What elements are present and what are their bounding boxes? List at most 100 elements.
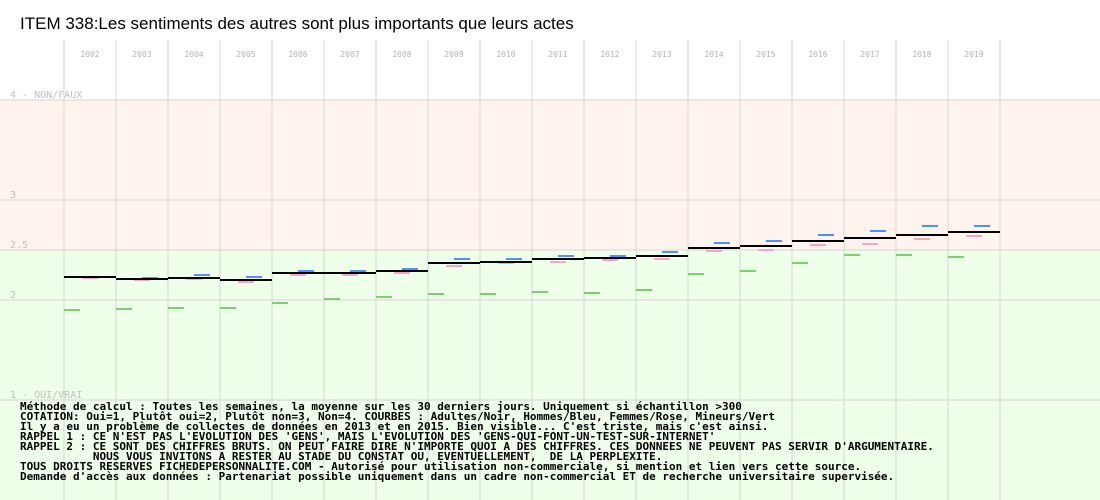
point-femmes-2005: [238, 281, 254, 283]
x-tick-label: 2014: [704, 50, 723, 59]
point-adultes-2007: [324, 272, 376, 274]
point-adultes-2016: [792, 240, 844, 242]
point-femmes-2011: [550, 261, 566, 263]
point-adultes-2008: [376, 270, 428, 272]
point-mineurs-2016: [792, 262, 808, 264]
point-adultes-2002: [64, 276, 116, 278]
note-line-1: COTATION: Oui=1, Plutôt oui=2, Plutôt no…: [20, 410, 775, 423]
band-0: [0, 100, 1100, 250]
point-adultes-2019: [948, 231, 1000, 233]
point-hommes-2018: [922, 225, 938, 227]
note-line-0: Méthode de calcul : Toutes les semaines,…: [20, 400, 742, 413]
point-femmes-2019: [966, 235, 982, 237]
point-hommes-2008: [402, 268, 418, 270]
point-hommes-2010: [506, 258, 522, 260]
note-line-3: RAPPEL 1 : CE N'EST PAS L'EVOLUTION DES …: [20, 430, 716, 443]
chart-notes: Méthode de calcul : Toutes les semaines,…: [20, 400, 1095, 483]
point-mineurs-2003: [116, 308, 132, 310]
point-adultes-2004: [168, 277, 220, 279]
point-mineurs-2013: [636, 289, 652, 291]
point-mineurs-2007: [324, 298, 340, 300]
point-femmes-2009: [446, 265, 462, 267]
point-femmes-2016: [810, 244, 826, 246]
x-tick-label: 2002: [80, 50, 99, 59]
point-hommes-2004: [194, 274, 210, 276]
point-adultes-2011: [532, 258, 584, 260]
point-mineurs-2018: [896, 254, 912, 256]
x-tick-label: 2006: [288, 50, 307, 59]
y-tick-label: 2.5: [10, 240, 28, 251]
point-femmes-2006: [290, 274, 306, 276]
x-tick-label: 2019: [964, 50, 983, 59]
point-adultes-2017: [844, 237, 896, 239]
point-hommes-2019: [974, 225, 990, 227]
point-mineurs-2015: [740, 270, 756, 272]
note-line-2: Il y a eu un problème de collectes de do…: [20, 420, 769, 433]
x-tick-label: 2018: [912, 50, 931, 59]
point-adultes-2005: [220, 279, 272, 281]
point-mineurs-2010: [480, 293, 496, 295]
point-femmes-2017: [862, 243, 878, 245]
point-hommes-2016: [818, 234, 834, 236]
y-tick-label: 1 - OUI/VRAI: [10, 390, 82, 401]
x-tick-label: 2016: [808, 50, 827, 59]
point-hommes-2005: [246, 276, 262, 278]
point-hommes-2012: [610, 255, 626, 257]
point-hommes-2011: [558, 255, 574, 257]
point-adultes-2006: [272, 272, 324, 274]
band-1: [0, 250, 1100, 400]
point-mineurs-2008: [376, 296, 392, 298]
note-line-5: NOUS VOUS INVITONS A RESTER AU STADE DU …: [20, 450, 663, 463]
x-tick-label: 2004: [184, 50, 203, 59]
point-adultes-2009: [428, 262, 480, 264]
x-tick-label: 2009: [444, 50, 463, 59]
note-line-7: Demande d'accès aux données : Partenaria…: [20, 470, 895, 483]
x-tick-label: 2007: [340, 50, 359, 59]
x-tick-label: 2015: [756, 50, 775, 59]
point-adultes-2013: [636, 255, 688, 257]
note-line-4: RAPPEL 2 : CE SONT DES CHIFFRES BRUTS. O…: [20, 440, 934, 453]
point-femmes-2014: [706, 250, 722, 252]
point-hommes-2013: [662, 251, 678, 253]
x-tick-label: 2005: [236, 50, 255, 59]
point-hommes-2017: [870, 230, 886, 232]
y-tick-label: 4 - NON/FAUX: [10, 90, 82, 101]
point-mineurs-2004: [168, 307, 184, 309]
point-adultes-2012: [584, 257, 636, 259]
point-hommes-2009: [454, 258, 470, 260]
point-mineurs-2002: [64, 309, 80, 311]
point-mineurs-2012: [584, 292, 600, 294]
x-tick-label: 2013: [652, 50, 671, 59]
x-tick-label: 2017: [860, 50, 879, 59]
point-femmes-2013: [654, 258, 670, 260]
notes-background: [0, 400, 1100, 500]
point-adultes-2018: [896, 234, 948, 236]
point-femmes-2012: [602, 259, 618, 261]
point-adultes-2014: [688, 247, 740, 249]
point-mineurs-2009: [428, 293, 444, 295]
point-hommes-2014: [714, 242, 730, 244]
point-femmes-2008: [394, 272, 410, 274]
point-mineurs-2019: [948, 256, 964, 258]
note-line-6: TOUS DROITS RESERVES FICHEDEPERSONNALITE…: [20, 460, 862, 473]
point-mineurs-2006: [272, 302, 288, 304]
point-femmes-2018: [914, 238, 930, 240]
x-tick-label: 2003: [132, 50, 151, 59]
x-tick-label: 2012: [600, 50, 619, 59]
point-mineurs-2017: [844, 254, 860, 256]
point-mineurs-2005: [220, 307, 236, 309]
point-adultes-2015: [740, 245, 792, 247]
chart-title: ITEM 338:Les sentiments des autres sont …: [20, 14, 574, 33]
point-adultes-2010: [480, 261, 532, 263]
point-adultes-2003: [116, 278, 168, 280]
y-tick-label: 2: [10, 290, 16, 301]
x-tick-label: 2008: [392, 50, 411, 59]
x-tick-label: 2011: [548, 50, 567, 59]
point-mineurs-2014: [688, 273, 704, 275]
point-femmes-2007: [342, 274, 358, 276]
point-hommes-2015: [766, 240, 782, 242]
point-hommes-2006: [298, 270, 314, 272]
point-hommes-2007: [350, 270, 366, 272]
x-tick-label: 2010: [496, 50, 515, 59]
